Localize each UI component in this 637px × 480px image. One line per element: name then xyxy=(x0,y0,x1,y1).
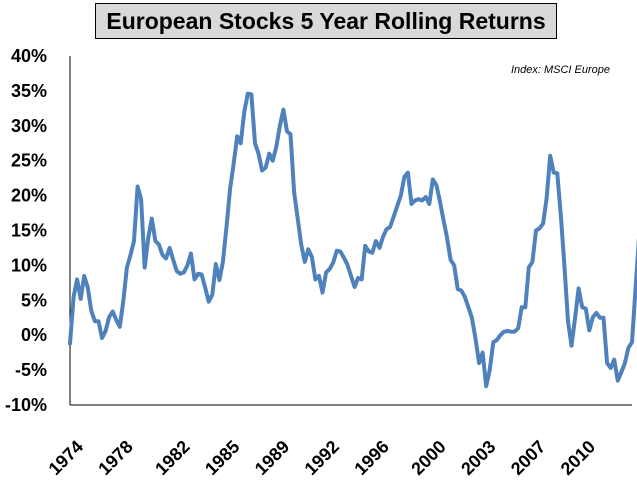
x-tick-label: 1989 xyxy=(251,437,293,479)
y-tick-label: -5% xyxy=(15,360,47,380)
chart-title: European Stocks 5 Year Rolling Returns xyxy=(95,3,557,39)
series-line xyxy=(68,91,637,389)
y-tick-label: 35% xyxy=(11,81,47,101)
x-tick-label: 1996 xyxy=(350,437,392,479)
index-annotation: Index: MSCI Europe xyxy=(511,64,610,76)
y-tick-label: 10% xyxy=(11,255,47,275)
x-tick-label: 2007 xyxy=(507,437,549,479)
x-tick-label: 1985 xyxy=(201,437,243,479)
y-tick-label: 25% xyxy=(11,151,47,171)
x-tick-label: 1992 xyxy=(301,437,343,479)
y-tick-label: 30% xyxy=(11,116,47,136)
x-tick-labels: 1974 1978 1982 1985 1989 1992 1996 2000 2003 2007… xyxy=(45,437,600,479)
x-tick-label: 2003 xyxy=(457,437,499,479)
y-tick-label: -10% xyxy=(5,395,47,415)
x-tick-label: 1974 xyxy=(45,437,87,479)
x-tick-label: 2000 xyxy=(407,437,449,479)
y-tick-label: 40% xyxy=(11,46,47,66)
y-tick-label: 5% xyxy=(21,290,47,310)
x-tick-label: 1982 xyxy=(151,437,193,479)
y-tick-label: 0% xyxy=(21,325,47,345)
x-tick-label: 2010 xyxy=(557,437,599,479)
y-tick-labels: 40% 35% 30% 25% 20% 15% 10% 5% 0% -5% -10% xyxy=(5,46,47,415)
y-tick-label: 15% xyxy=(11,221,47,241)
y-tick-label: 20% xyxy=(11,186,47,206)
x-tick-label: 1978 xyxy=(94,437,136,479)
